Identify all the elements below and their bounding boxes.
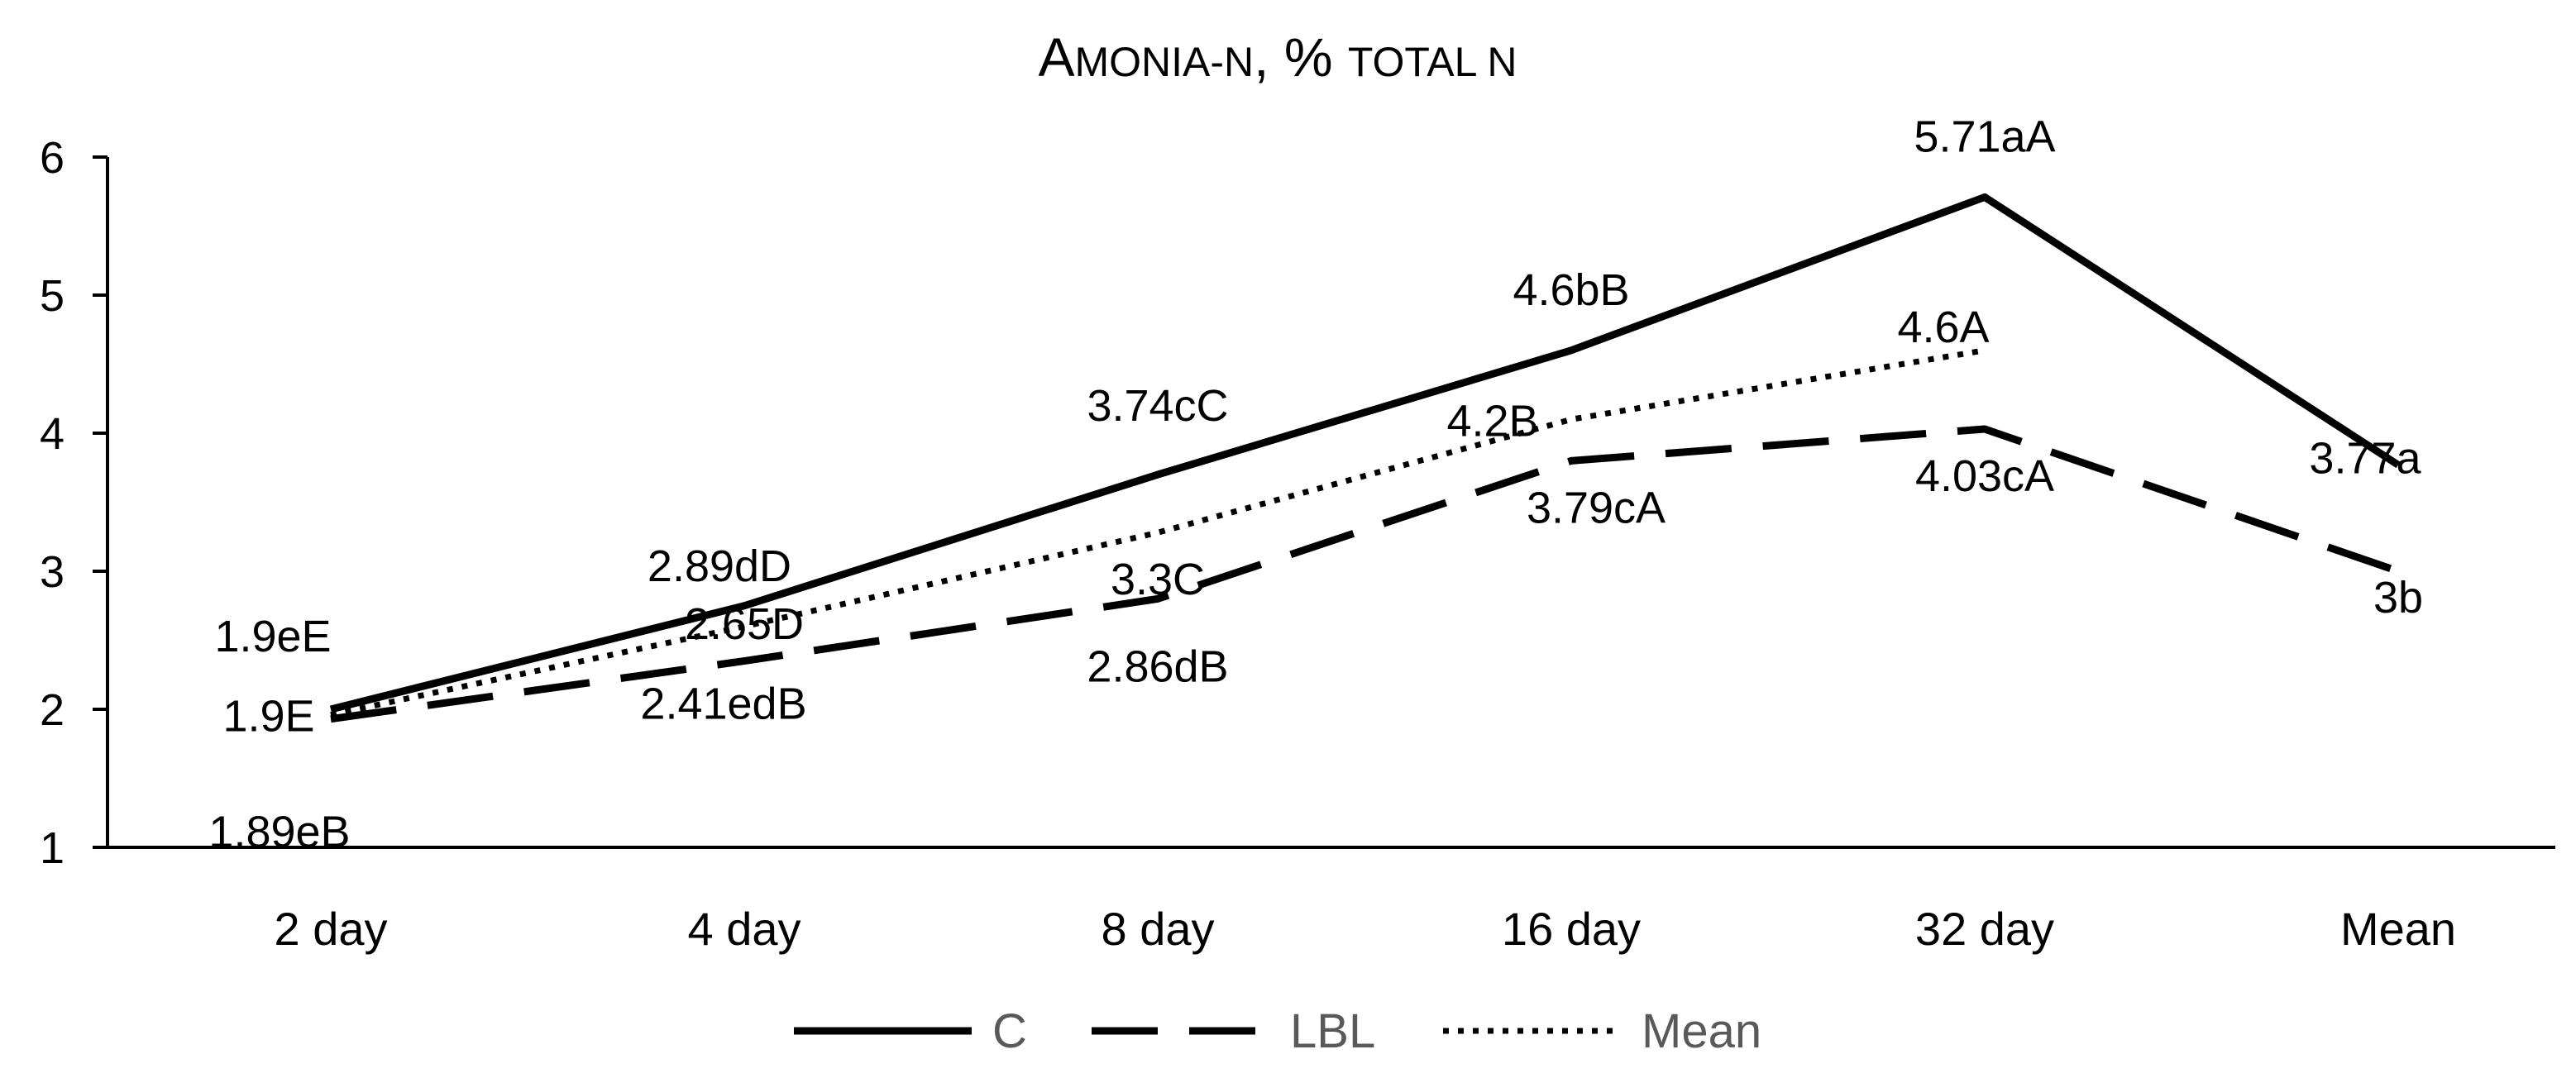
series-line-mean bbox=[330, 347, 1986, 718]
legend-label-mean: Mean bbox=[1642, 1004, 1761, 1058]
x-tick-label: 8 day bbox=[1102, 903, 1215, 955]
legend-label-c: C bbox=[992, 1004, 1027, 1058]
y-tick-label: 5 bbox=[40, 271, 65, 321]
data-label-c: 1.9eE bbox=[214, 612, 331, 661]
chart-title-part: A bbox=[1038, 26, 1074, 88]
y-tick-label: 2 bbox=[40, 685, 65, 735]
chart-title-part: MONIA-N bbox=[1075, 39, 1255, 85]
data-label-mean: 4.2B bbox=[1446, 396, 1538, 446]
data-label-lbl: 1.89eB bbox=[208, 808, 350, 857]
data-label-lbl: 3.79cA bbox=[1527, 483, 1666, 532]
series-layer bbox=[329, 193, 2401, 723]
data-label-mean: 2.65D bbox=[685, 599, 804, 649]
x-tick-label: 2 day bbox=[275, 903, 388, 955]
chart-title-part: TOTAL N bbox=[1348, 39, 1517, 85]
data-label-c: 3.74cC bbox=[1087, 381, 1228, 431]
y-tick-label: 6 bbox=[40, 133, 65, 183]
chart-title: AMONIA-N, % TOTAL N bbox=[1038, 26, 1517, 88]
x-tick-label: Mean bbox=[2340, 903, 2456, 955]
chart-title-part: , % bbox=[1254, 26, 1348, 88]
data-label-c: 3.77a bbox=[2309, 433, 2421, 483]
series-line-c bbox=[329, 193, 2401, 713]
x-tick-label: 4 day bbox=[688, 903, 801, 955]
x-axis: 2 day 4 day 8 day 16 day 32 day Mean bbox=[108, 846, 2555, 955]
data-label-c: 2.89dD bbox=[648, 541, 791, 591]
data-label-lbl: 3b bbox=[2373, 573, 2423, 622]
y-axis: 1 2 3 4 5 6 bbox=[40, 133, 109, 873]
series-line-lbl bbox=[330, 425, 2400, 723]
x-tick-label: 16 day bbox=[1502, 903, 1641, 955]
legend-label-lbl: LBL bbox=[1290, 1004, 1375, 1058]
y-tick-label: 1 bbox=[40, 823, 65, 873]
data-label-mean: 1.9E bbox=[222, 692, 314, 742]
data-label-lbl: 2.86dB bbox=[1087, 642, 1228, 691]
data-label-lbl: 2.41edB bbox=[640, 680, 806, 729]
y-tick-label: 4 bbox=[40, 409, 65, 459]
legend: C LBL Mean bbox=[794, 1004, 1761, 1058]
data-label-c: 4.6bB bbox=[1513, 265, 1629, 315]
data-label-mean: 3.3C bbox=[1111, 555, 1205, 604]
data-labels-layer: 1.9eE 2.89dD 3.74cC 4.6bB 5.71aA 3.77a 1.89eB 2… bbox=[208, 112, 2423, 856]
y-tick-label: 3 bbox=[40, 547, 65, 597]
data-label-mean: 4.6A bbox=[1897, 303, 1989, 352]
data-label-lbl: 4.03cA bbox=[1915, 451, 2054, 501]
x-tick-label: 32 day bbox=[1915, 903, 2054, 955]
data-label-c: 5.71aA bbox=[1914, 112, 2055, 161]
